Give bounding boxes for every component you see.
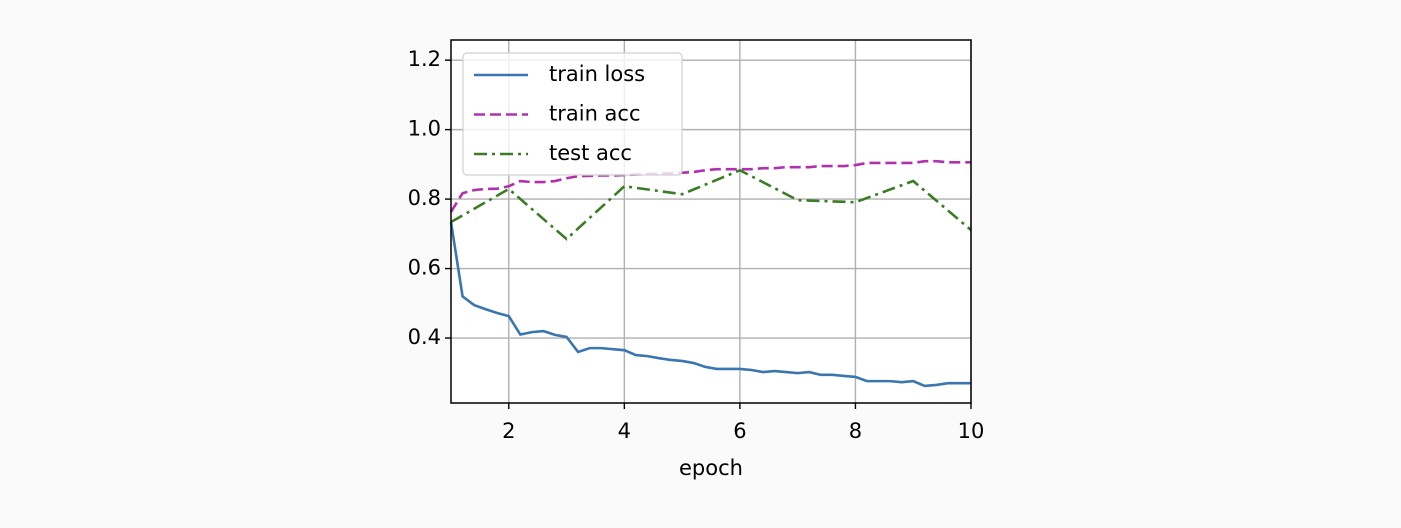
x-tick-label: 4 — [618, 419, 631, 443]
lines — [449, 159, 972, 388]
x-tick-label: 10 — [958, 419, 985, 443]
series-line — [449, 159, 971, 213]
series-line — [449, 221, 971, 388]
x-tick-label: 8 — [849, 419, 862, 443]
y-tick-label: 1.2 — [408, 47, 441, 71]
y-tick-label: 1.0 — [408, 117, 441, 141]
axes-frame — [450, 39, 972, 404]
series-line — [450, 168, 972, 241]
legend-label: train acc — [549, 102, 641, 126]
legend-label: train loss — [549, 62, 645, 86]
x-tick-label: 6 — [733, 419, 746, 443]
y-tick-label: 0.6 — [408, 256, 441, 280]
legend: train loss train acc test acc — [462, 52, 683, 176]
legend-box — [462, 52, 683, 176]
x-tick-label: 2 — [502, 419, 515, 443]
y-tick-label: 0.4 — [408, 325, 441, 349]
x-axis-label: epoch — [679, 456, 743, 480]
ticks: 2 4 6 8 10 0.4 0.6 0.8 1.0 1.2 — [408, 47, 985, 443]
legend-label: test acc — [549, 141, 632, 165]
y-tick-label: 0.8 — [408, 186, 441, 210]
